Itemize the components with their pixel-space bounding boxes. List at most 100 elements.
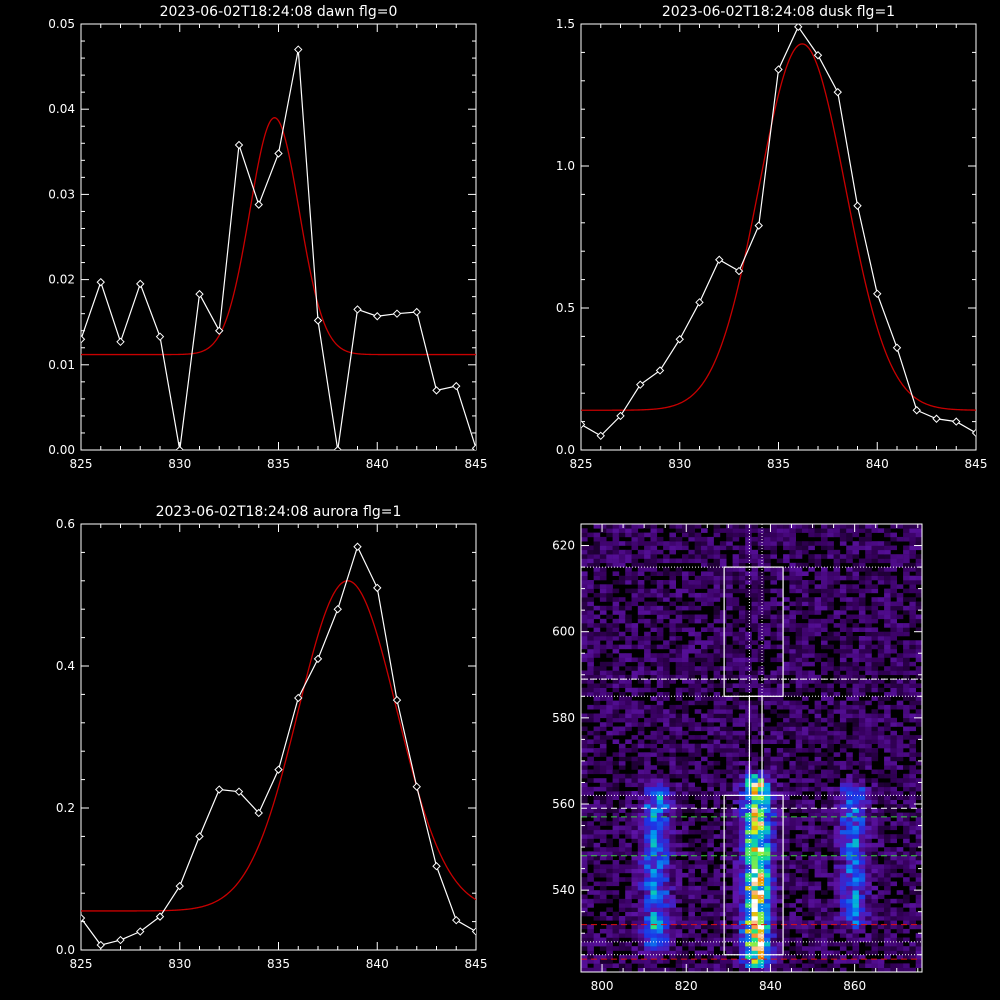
heatmap-cell <box>808 636 815 641</box>
heatmap-cell <box>764 967 771 973</box>
heatmap-cell <box>644 640 651 645</box>
heatmap-cell <box>757 588 765 594</box>
heatmap-cell <box>884 954 891 960</box>
heatmap-cell <box>865 894 872 900</box>
heatmap-cell <box>719 627 727 632</box>
heatmap-cell <box>827 937 834 943</box>
heatmap-cell <box>915 627 923 632</box>
heatmap-cell <box>682 648 689 654</box>
heatmap-cell <box>694 597 702 602</box>
heatmap-cell <box>625 920 632 925</box>
heatmap-cell <box>795 834 803 839</box>
heatmap-cell <box>915 941 923 947</box>
heatmap-cell <box>682 657 689 663</box>
heatmap-cell <box>884 588 891 594</box>
heatmap-cell <box>839 532 847 538</box>
heatmap-cell <box>682 739 689 744</box>
heatmap-cell <box>821 743 828 749</box>
heatmap-cell <box>688 614 695 620</box>
heatmap-cell <box>764 739 771 744</box>
heatmap-cell <box>738 661 746 667</box>
heatmap-cell <box>814 584 822 589</box>
heatmap-cell <box>896 821 904 826</box>
heatmap-cell <box>808 726 815 732</box>
heatmap-cell <box>789 588 796 594</box>
heatmap-cell <box>719 967 727 973</box>
heatmap-cell <box>581 963 588 968</box>
heatmap-cell <box>896 872 904 878</box>
heatmap-cell <box>593 687 601 693</box>
heatmap-cell <box>890 791 897 796</box>
heatmap-cell <box>833 631 841 637</box>
heatmap-cell <box>751 890 759 895</box>
heatmap-cell <box>669 610 676 615</box>
heatmap-cell <box>795 855 803 861</box>
heatmap-cell <box>726 739 733 744</box>
heatmap-cell <box>606 549 613 555</box>
heatmap-cell <box>707 666 714 671</box>
heatmap-cell <box>795 877 803 882</box>
heatmap-cell <box>827 847 834 852</box>
heatmap-cell <box>656 795 664 800</box>
heatmap-cell <box>694 692 702 697</box>
heatmap-cell <box>688 868 695 874</box>
heatmap-cell <box>821 567 828 572</box>
heatmap-cell <box>802 765 809 770</box>
heatmap-cell <box>694 683 702 688</box>
heatmap-cell <box>770 623 777 628</box>
heatmap-cell <box>770 549 777 555</box>
heatmap-cell <box>884 636 891 641</box>
heatmap-cell <box>783 847 790 852</box>
heatmap-cell <box>637 825 645 831</box>
heatmap-cell <box>896 562 904 568</box>
heatmap-cell <box>839 722 847 727</box>
heatmap-cell <box>751 842 759 848</box>
heatmap-cell <box>751 674 759 680</box>
heatmap-cell <box>896 778 904 783</box>
heatmap-cell <box>606 786 613 792</box>
heatmap-cell <box>663 717 670 723</box>
heatmap-cell <box>877 825 885 831</box>
heatmap-cell <box>701 536 708 542</box>
heatmap-cell <box>808 903 815 908</box>
heatmap-cell <box>839 825 847 831</box>
heatmap-cell <box>726 631 733 637</box>
heatmap-cell <box>783 885 790 891</box>
heatmap-cell <box>770 864 777 869</box>
heatmap-cell <box>858 748 866 753</box>
heatmap-cell <box>669 860 676 865</box>
heatmap-cell <box>631 713 639 719</box>
heatmap-cell <box>896 661 904 667</box>
heatmap-cell <box>890 804 897 809</box>
heatmap-cell <box>846 549 853 555</box>
heatmap-cell <box>827 769 834 775</box>
heatmap-cell <box>896 700 904 706</box>
heatmap-cell <box>770 791 777 796</box>
heatmap-cell <box>821 536 828 542</box>
heatmap-cell <box>890 765 897 770</box>
heatmap-cell <box>896 653 904 658</box>
heatmap-cell <box>612 872 620 878</box>
heatmap-cell <box>587 928 594 934</box>
heatmap-cell <box>858 825 866 831</box>
heatmap-cell <box>738 937 746 943</box>
heatmap-cell <box>776 696 784 701</box>
heatmap-cell <box>802 748 809 753</box>
heatmap-cell <box>707 778 714 783</box>
heatmap-cell <box>701 558 708 564</box>
heatmap-cell <box>770 614 777 620</box>
heatmap-cell <box>865 752 872 757</box>
heatmap-cell <box>707 903 714 908</box>
heatmap-cell <box>776 558 784 564</box>
heatmap-cell <box>581 752 588 757</box>
heatmap-cell <box>915 881 923 887</box>
heatmap-cell <box>846 773 853 779</box>
heatmap-cell <box>606 528 613 533</box>
heatmap-cell <box>915 903 923 908</box>
heatmap-cell <box>593 778 601 783</box>
heatmap-cell <box>846 816 853 822</box>
heatmap-cell <box>827 911 834 917</box>
heatmap-cell <box>833 903 841 908</box>
heatmap-cell <box>694 700 702 706</box>
heatmap-cell <box>884 851 891 856</box>
